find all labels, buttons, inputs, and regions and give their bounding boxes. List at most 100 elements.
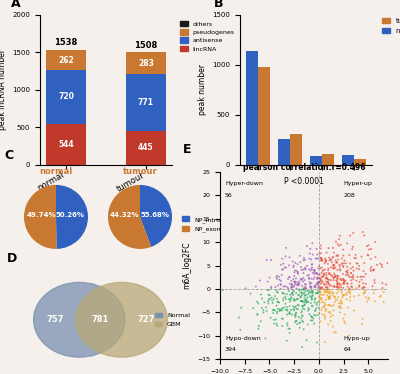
- Point: [263, 308, 270, 314]
- Point: [319, 311, 326, 317]
- Text: 394: 394: [225, 347, 237, 352]
- Point: [272, 284, 279, 290]
- Point: [361, 232, 368, 238]
- Point: [330, 263, 336, 269]
- Point: [268, 257, 274, 263]
- Point: [293, 306, 300, 312]
- Point: [295, 292, 302, 298]
- Point: [354, 274, 361, 280]
- Point: [326, 289, 332, 295]
- Point: [362, 288, 368, 294]
- Point: [318, 255, 324, 261]
- Point: [344, 267, 351, 273]
- Point: [359, 274, 365, 280]
- Point: [286, 288, 292, 294]
- Point: [326, 277, 332, 283]
- Point: [298, 289, 304, 295]
- Point: [314, 275, 321, 280]
- Point: [289, 312, 295, 318]
- Point: [304, 273, 311, 279]
- Point: [287, 298, 293, 304]
- Point: [287, 326, 293, 332]
- Point: [290, 296, 297, 302]
- Point: [327, 293, 333, 299]
- Point: [299, 318, 305, 324]
- Point: [280, 266, 286, 272]
- Point: [299, 313, 305, 319]
- Point: [337, 304, 343, 310]
- Text: 49.74%: 49.74%: [27, 212, 56, 218]
- Point: [338, 288, 345, 294]
- Point: [298, 290, 305, 296]
- Point: [372, 280, 378, 286]
- Point: [302, 265, 308, 271]
- Point: [374, 262, 380, 268]
- Point: [337, 266, 343, 272]
- Point: [313, 270, 319, 276]
- Point: [319, 299, 326, 305]
- Point: [291, 307, 297, 313]
- Point: [302, 292, 308, 298]
- Point: [329, 289, 336, 295]
- Point: [332, 274, 339, 280]
- Point: [328, 314, 334, 320]
- Point: [286, 296, 292, 302]
- Point: [298, 298, 304, 304]
- Point: [298, 310, 304, 316]
- Point: [313, 290, 319, 296]
- Point: [266, 275, 273, 280]
- Point: [334, 280, 340, 286]
- Point: [296, 320, 303, 326]
- Point: [292, 314, 298, 320]
- Point: [340, 246, 346, 252]
- Point: [319, 274, 325, 280]
- Point: [315, 279, 321, 285]
- Point: [356, 263, 362, 269]
- Point: [332, 299, 338, 305]
- Point: [328, 256, 334, 262]
- Point: [297, 259, 304, 265]
- Point: [280, 304, 287, 310]
- Text: C: C: [4, 149, 13, 162]
- Text: 445: 445: [138, 143, 154, 153]
- Point: [263, 304, 269, 310]
- Point: [288, 285, 294, 291]
- Point: [309, 314, 316, 320]
- Bar: [46, 49, 86, 50]
- Point: [296, 288, 303, 294]
- Point: [292, 312, 299, 318]
- Point: [306, 275, 312, 281]
- Point: [322, 260, 328, 266]
- Point: [325, 321, 331, 327]
- Point: [342, 312, 348, 318]
- Point: [293, 297, 299, 303]
- Point: [276, 308, 283, 314]
- Point: [346, 285, 353, 291]
- Point: [312, 313, 319, 319]
- Point: [290, 263, 297, 269]
- Point: [325, 302, 331, 308]
- Point: [356, 292, 362, 298]
- Point: [292, 281, 298, 287]
- Point: [290, 276, 296, 282]
- Point: [322, 302, 328, 308]
- Point: [338, 284, 344, 290]
- Point: [330, 307, 337, 313]
- Point: [302, 267, 309, 273]
- Point: [321, 300, 328, 306]
- Point: [300, 279, 306, 285]
- Point: [309, 303, 316, 309]
- Point: [310, 270, 316, 276]
- Point: [346, 332, 352, 338]
- Point: [304, 292, 310, 298]
- Point: [344, 272, 351, 278]
- Point: [321, 292, 327, 298]
- Point: [327, 309, 333, 315]
- Point: [324, 284, 331, 290]
- Point: [279, 256, 285, 262]
- Point: [300, 298, 306, 304]
- Point: [372, 239, 378, 245]
- Point: [330, 262, 337, 268]
- Legend: tumour, normal: tumour, normal: [379, 15, 400, 37]
- Point: [364, 243, 370, 249]
